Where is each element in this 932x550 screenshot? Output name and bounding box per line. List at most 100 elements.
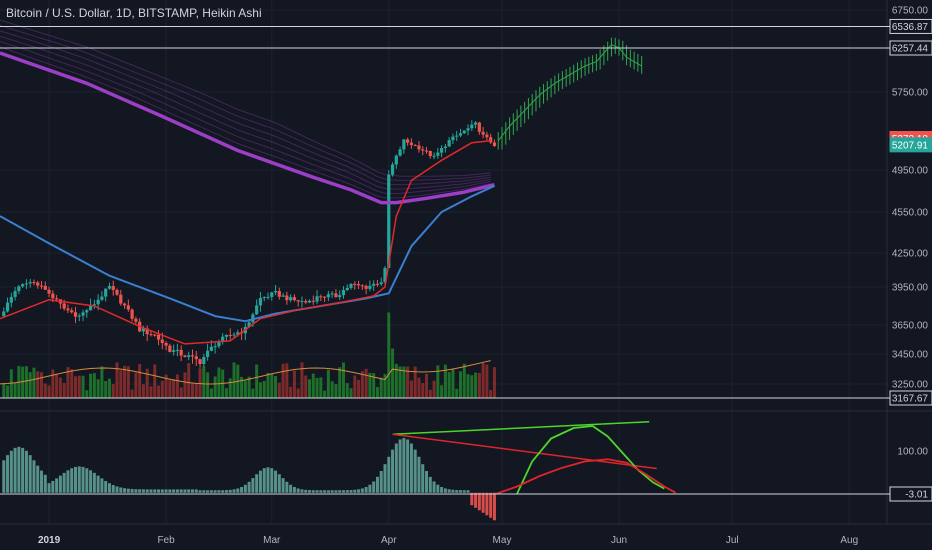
candle-body <box>292 297 297 301</box>
candle-body <box>85 310 89 313</box>
volume-bar <box>368 372 372 398</box>
price-badge <box>889 18 932 34</box>
candle-body <box>277 291 281 297</box>
volume-bar <box>2 383 6 398</box>
oscillator-histogram-bar <box>107 483 111 493</box>
volume-bar <box>168 380 172 398</box>
candle-body <box>145 328 149 335</box>
candle-body <box>255 305 259 315</box>
volume-bar <box>489 389 493 398</box>
oscillator-histogram-bar <box>323 490 327 493</box>
volume-bar <box>292 370 296 398</box>
oscillator-histogram-bar <box>179 489 183 493</box>
oscillator-histogram-bar <box>17 446 21 493</box>
volume-bar <box>391 348 395 398</box>
volume-bar <box>387 312 391 398</box>
candle-body <box>266 296 270 298</box>
oscillator-histogram-bar <box>89 470 93 493</box>
volume-bar <box>323 390 327 398</box>
oscillator-histogram-bar <box>190 489 194 493</box>
candle-body <box>394 155 398 165</box>
volume-bar <box>398 366 402 398</box>
candle-body <box>421 149 425 151</box>
volume-bar <box>428 389 432 398</box>
volume-bar <box>492 367 496 398</box>
candle-body <box>356 284 361 286</box>
oscillator-histogram-bar <box>36 465 40 493</box>
volume-bar <box>85 390 89 398</box>
oscillator-histogram-bar <box>300 489 304 493</box>
candle-body <box>455 135 459 137</box>
candle-body <box>232 334 236 336</box>
volume-bar <box>485 364 489 398</box>
candle-body <box>205 350 210 358</box>
oscillator-histogram-bar <box>43 474 47 493</box>
oscillator-histogram-bar <box>157 489 161 493</box>
oscillator-histogram-bar <box>334 490 338 493</box>
oscillator-histogram-bar <box>175 489 179 493</box>
price-axis-tick-label: 5750.00 <box>892 88 929 99</box>
time-axis-tick-label: Apr <box>381 535 397 546</box>
candle-body <box>39 285 44 287</box>
oscillator-histogram-bar <box>432 481 436 493</box>
oscillator-histogram-bar <box>292 487 296 493</box>
candle-body <box>390 164 395 175</box>
volume-bar <box>406 366 410 398</box>
oscillator-histogram-bar <box>436 484 440 493</box>
price-badge <box>889 40 932 56</box>
volume-bar <box>213 376 217 398</box>
price-axis-tick-label: 4950.00 <box>892 166 929 177</box>
oscillator-histogram-bar <box>451 489 455 493</box>
volume-bar <box>451 368 455 398</box>
oscillator-histogram-bar <box>289 484 293 493</box>
oscillator-histogram-bar <box>330 490 334 493</box>
volume-bar <box>462 363 466 398</box>
volume-bar <box>379 377 383 398</box>
candle-body <box>409 142 414 146</box>
candle-body <box>383 268 387 283</box>
price-axis-tick-label: 4550.00 <box>892 208 929 219</box>
oscillator-histogram-bar <box>349 490 353 493</box>
candle-body <box>92 304 96 306</box>
oscillator-histogram-bar <box>458 490 462 493</box>
oscillator-histogram-bar <box>425 471 429 493</box>
candle-body <box>107 286 112 289</box>
volume-bar <box>364 368 368 398</box>
price-badge <box>889 390 932 406</box>
volume-bar <box>100 366 104 398</box>
volume-bar <box>134 372 138 398</box>
oscillator-histogram-bar <box>138 489 142 493</box>
volume-bar <box>9 369 13 398</box>
volume-bar <box>481 363 485 398</box>
oscillator-histogram-bar <box>277 474 281 493</box>
oscillator-histogram-bar <box>394 443 398 493</box>
oscillator-histogram-bar <box>477 492 481 511</box>
oscillator-histogram-bar <box>368 484 372 493</box>
oscillator-histogram-bar <box>66 470 70 493</box>
oscillator-histogram-bar <box>353 489 357 493</box>
ma-long-line <box>0 51 495 205</box>
candle-body <box>289 297 293 301</box>
oscillator-histogram-bar <box>62 472 66 493</box>
oscillator-red-trendline <box>392 433 657 470</box>
candle-body <box>77 315 81 317</box>
volume-bar <box>311 373 315 398</box>
candle-body <box>315 296 319 302</box>
volume-bar <box>217 367 221 398</box>
volume-bar <box>138 363 142 398</box>
candle-body <box>481 131 485 135</box>
volume-bar <box>21 366 25 398</box>
volume-bar <box>372 373 376 398</box>
oscillator-histogram-bar <box>51 480 55 493</box>
volume-bar <box>24 366 28 398</box>
price-axis-tick-label: 6750.00 <box>892 6 929 17</box>
volume-bar <box>413 366 417 398</box>
volume-bar <box>466 374 470 398</box>
oscillator-histogram-bar <box>338 490 342 493</box>
volume-bar <box>6 385 10 398</box>
candle-body <box>164 342 168 346</box>
oscillator-histogram-bar <box>100 478 104 493</box>
candle-body <box>489 137 493 143</box>
volume-bar <box>338 367 342 398</box>
oscillator-histogram-bar <box>187 489 191 493</box>
